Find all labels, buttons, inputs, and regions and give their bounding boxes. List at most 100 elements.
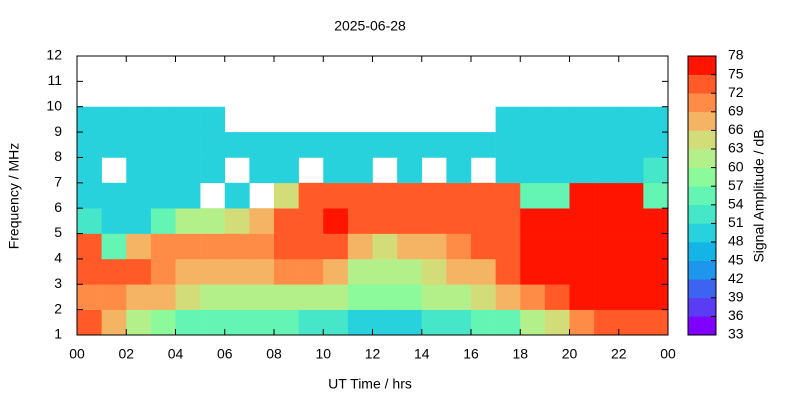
heat-cell [544,182,570,209]
heat-cell [274,284,299,310]
heat-cell [126,208,152,234]
colorbar-swatch [688,167,716,187]
colorbar-swatch [688,93,716,113]
x-tick-label: 12 [365,346,381,362]
heat-cell [544,132,570,158]
heat-cell [101,309,127,336]
heat-cell [323,208,349,234]
heat-cell [421,132,447,158]
heat-cell [520,233,546,260]
heat-cell [175,182,201,209]
heat-cell [495,182,521,209]
x-axis-label: UT Time / hrs [328,376,412,392]
heat-cell [421,309,447,336]
heat-cell [372,208,398,234]
heat-cell [372,132,398,158]
heat-cell [126,106,152,133]
colorbar-swatch [688,297,716,317]
heat-cell [200,233,226,260]
heat-cell [471,208,496,234]
heat-cell [446,208,472,234]
heat-cell [323,258,349,285]
heat-cell [175,157,201,184]
heat-cell [520,208,546,234]
heat-cell [594,309,620,336]
x-tick-label: 20 [562,346,578,362]
heat-cell [347,182,373,209]
y-tick-label: 7 [54,174,62,190]
heat-cell [471,258,496,285]
heat-cell [77,258,102,285]
heat-cell [594,208,620,234]
heat-cell [471,284,496,310]
colorbar-tick-label: 78 [728,47,744,63]
heat-cell [77,106,102,133]
colorbar-tick-label: 75 [728,65,744,81]
heat-cell [421,233,447,260]
heat-cell [397,258,423,285]
heat-cell [397,132,423,158]
heat-cell [150,208,176,234]
colorbar-swatch [688,204,716,224]
heat-cell [175,208,201,234]
heat-cell [298,309,324,336]
heat-cell [643,157,669,184]
heat-cell [150,157,176,184]
colorbar-tick-label: 57 [728,177,744,193]
y-tick-label: 4 [54,250,62,266]
heat-cell [446,233,472,260]
heat-cell [224,233,250,260]
heat-cell [618,182,644,209]
heat-cell [150,284,176,310]
heat-cell [126,132,152,158]
y-axis-label: Frequency / MHz [6,143,22,250]
heat-cell [150,233,176,260]
heat-cell [421,182,447,209]
heat-cell [397,182,423,209]
heat-cell [224,208,250,234]
heat-cell [594,284,620,310]
heat-cell [175,106,201,133]
heat-cell [421,284,447,310]
chart-title: 2025-06-28 [334,18,406,34]
x-tick-label: 02 [118,346,134,362]
heat-cell [175,309,201,336]
colorbar-tick-label: 51 [728,214,744,230]
colorbar-tick-label: 45 [728,251,744,267]
heat-cell [249,233,275,260]
colorbar-swatch [688,74,716,94]
heat-cell [249,309,275,336]
heat-cell [495,309,521,336]
heat-cell [471,182,496,209]
heat-cell [618,258,644,285]
heat-cell [544,157,570,184]
colorbar-tick-label: 39 [728,289,744,305]
heat-cell [471,309,496,336]
heat-cell [224,309,250,336]
heat-cell [175,132,201,158]
colorbar-swatch [688,111,716,131]
heat-cell [298,182,324,209]
heat-cell [150,132,176,158]
heat-cell [446,284,472,310]
heat-cell [347,284,373,310]
heat-cell [126,182,152,209]
heat-cell [150,106,176,133]
heat-cell [372,309,398,336]
heat-cell [200,208,226,234]
heat-cell [126,309,152,336]
heat-cell [495,208,521,234]
heat-cell [323,132,349,158]
heat-cell [446,258,472,285]
heat-cell [495,132,521,158]
heat-cell [101,233,127,260]
heat-cell [569,106,595,133]
heat-cell [544,208,570,234]
heat-cell [347,208,373,234]
heat-cell [569,233,595,260]
heat-cell [175,258,201,285]
heat-cell [77,233,102,260]
heat-cell [347,309,373,336]
heat-cell [544,233,570,260]
heat-cell [101,132,127,158]
